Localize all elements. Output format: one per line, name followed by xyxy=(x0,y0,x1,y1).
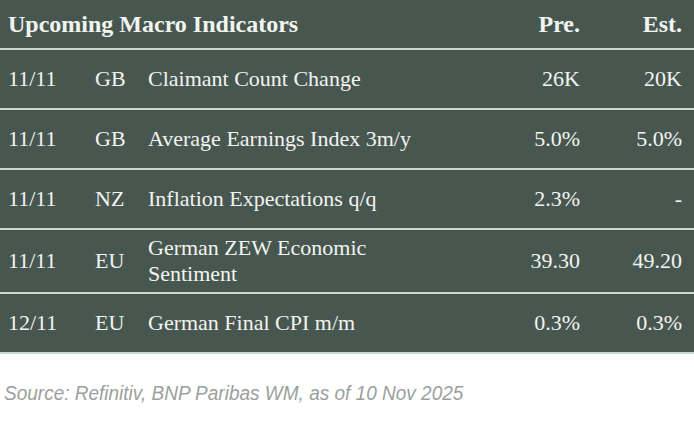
cell-previous: 39.30 xyxy=(465,248,580,274)
source-attribution: Source: Refinitiv, BNP Paribas WM, as of… xyxy=(4,382,660,405)
column-header-pre: Pre. xyxy=(465,11,580,38)
table-row: 11/11 NZ Inflation Expectations q/q 2.3%… xyxy=(0,168,694,228)
table-title: Upcoming Macro Indicators xyxy=(8,11,465,38)
cell-previous: 2.3% xyxy=(465,186,580,212)
cell-previous: 5.0% xyxy=(465,126,580,152)
cell-date: 11/11 xyxy=(8,66,95,92)
cell-indicator: Average Earnings Index 3m/y xyxy=(148,126,465,152)
table-header-row: Upcoming Macro Indicators Pre. Est. xyxy=(0,0,694,48)
cell-country: GB xyxy=(95,126,148,152)
cell-indicator: Inflation Expectations q/q xyxy=(148,186,465,212)
cell-estimate: 20K xyxy=(580,66,682,92)
cell-estimate: 49.20 xyxy=(580,248,682,274)
cell-date: 12/11 xyxy=(8,310,95,336)
column-header-est: Est. xyxy=(580,11,682,38)
table-row: 11/11 GB Average Earnings Index 3m/y 5.0… xyxy=(0,108,694,168)
cell-date: 11/11 xyxy=(8,126,95,152)
table-row: 12/11 EU German Final CPI m/m 0.3% 0.3% xyxy=(0,292,694,352)
table-row: 11/11 EU German ZEW Economic Sentiment 3… xyxy=(0,228,694,292)
cell-estimate: 0.3% xyxy=(580,310,682,336)
cell-date: 11/11 xyxy=(8,248,95,274)
cell-indicator: German Final CPI m/m xyxy=(148,310,465,336)
cell-date: 11/11 xyxy=(8,186,95,212)
cell-estimate: 5.0% xyxy=(580,126,682,152)
cell-country: EU xyxy=(95,248,148,274)
cell-estimate: - xyxy=(580,186,682,212)
cell-country: EU xyxy=(95,310,148,336)
cell-indicator: German ZEW Economic Sentiment xyxy=(148,235,465,287)
cell-previous: 26K xyxy=(465,66,580,92)
macro-indicators-table: Upcoming Macro Indicators Pre. Est. 11/1… xyxy=(0,0,694,354)
cell-previous: 0.3% xyxy=(465,310,580,336)
cell-country: NZ xyxy=(95,186,148,212)
cell-country: GB xyxy=(95,66,148,92)
cell-indicator: Claimant Count Change xyxy=(148,66,465,92)
table-row: 11/11 GB Claimant Count Change 26K 20K xyxy=(0,48,694,108)
